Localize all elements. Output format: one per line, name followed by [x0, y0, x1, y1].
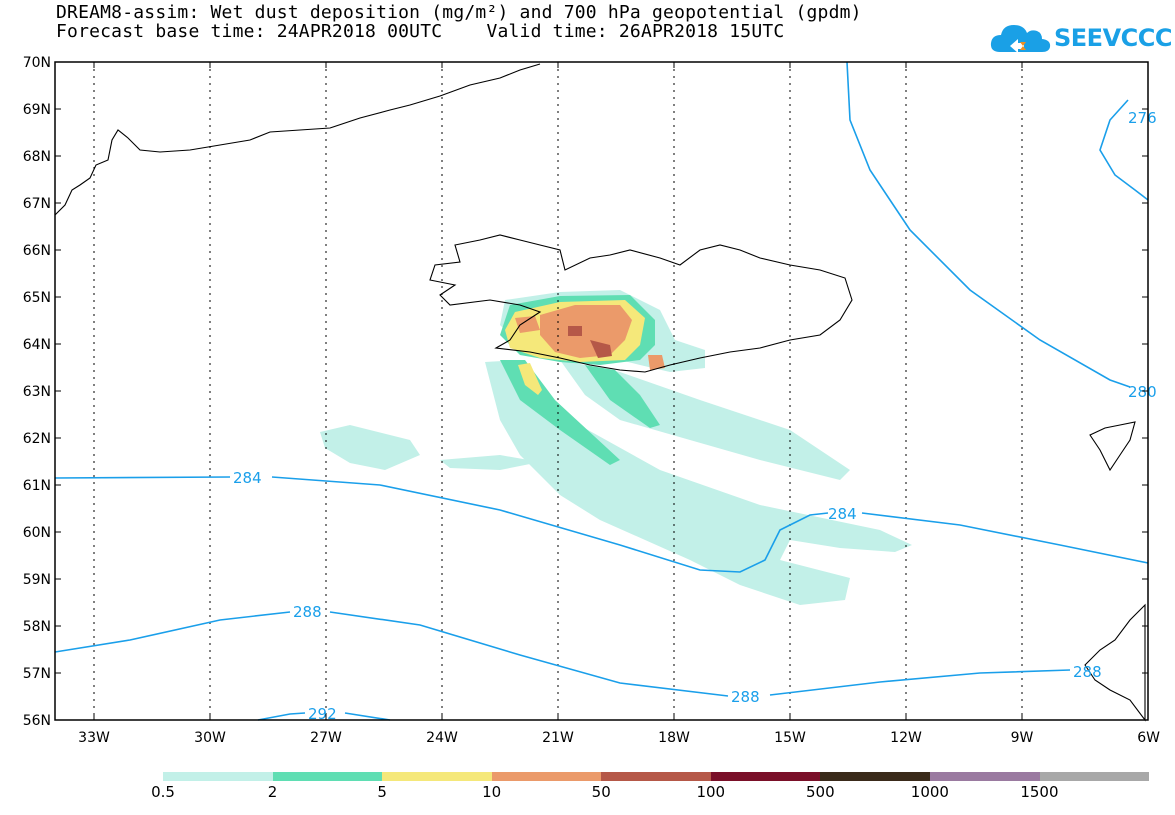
- lat-lon-grid: [93, 62, 1023, 720]
- legend-label: 1000: [910, 783, 949, 801]
- legend-swatch: [710, 772, 821, 781]
- contour-284: [271, 476, 829, 573]
- norway-coast: [1084, 603, 1146, 722]
- lon-label: 6W: [1137, 730, 1160, 746]
- lat-ticks: [55, 61, 1148, 721]
- lat-label: 64N: [23, 337, 51, 353]
- legend-label: 0.5: [151, 783, 175, 801]
- legend-label: 10: [482, 783, 502, 801]
- lat-label: 69N: [23, 102, 51, 118]
- contour-label: 288: [293, 603, 322, 621]
- lat-label: 67N: [23, 196, 51, 212]
- contour-labels: 284 284 288 288 288 292 280 276: [233, 109, 1157, 723]
- lat-label: 65N: [23, 290, 51, 306]
- contour-276: [1099, 99, 1149, 201]
- lon-label: 24W: [426, 730, 458, 746]
- seevccc-logo: SEEVCCC: [990, 20, 1173, 56]
- contour-label: 276: [1128, 109, 1157, 127]
- lat-label: 70N: [23, 55, 51, 71]
- lat-label: 66N: [23, 243, 51, 259]
- lat-label: 56N: [23, 713, 51, 729]
- contour-292: [344, 712, 391, 721]
- contour-label: 280: [1128, 383, 1157, 401]
- faroe-coast: [1089, 421, 1136, 472]
- logo-text: SEEVCCC: [1054, 24, 1173, 52]
- legend-swatch: [1039, 772, 1150, 781]
- legend-swatch: [163, 772, 273, 781]
- coastlines: [54, 63, 1146, 722]
- lat-label: 62N: [23, 431, 51, 447]
- legend-label: 1500: [1020, 783, 1059, 801]
- legend-label: 100: [696, 783, 726, 801]
- contour-292: [257, 712, 306, 721]
- dust-core-orange: [648, 355, 665, 370]
- legend-swatch: [272, 772, 383, 781]
- lon-label: 21W: [542, 730, 574, 746]
- legend-swatch: [491, 772, 602, 781]
- cloud-icon: [990, 25, 1051, 53]
- lat-label: 58N: [23, 619, 51, 635]
- lat-label: 57N: [23, 666, 51, 682]
- lon-label: 18W: [658, 730, 690, 746]
- lon-label: 30W: [194, 730, 226, 746]
- dust-streak-medium: [585, 365, 660, 428]
- contour-288: [329, 611, 729, 697]
- legend-label: 5: [377, 783, 387, 801]
- dust-plume-light: [440, 455, 540, 470]
- contour-label: 288: [731, 688, 760, 706]
- legend-swatch: [601, 772, 711, 781]
- contour-label: 284: [233, 469, 262, 487]
- lat-label: 61N: [23, 478, 51, 494]
- lat-label: 59N: [23, 572, 51, 588]
- contour-288: [54, 611, 291, 653]
- lon-label: 15W: [774, 730, 806, 746]
- iceland-coast: [429, 234, 853, 373]
- map-title: DREAM8-assim: Wet dust deposition (mg/m²…: [56, 2, 862, 23]
- lat-label: 60N: [23, 525, 51, 541]
- contour-label: 288: [1073, 663, 1102, 681]
- legend-label: 2: [267, 783, 278, 801]
- latitude-labels: 70N 69N 68N 67N 66N 65N 64N 63N 62N 61N 60N 59N 58N 5…: [23, 55, 51, 729]
- longitude-labels: 33W 30W 27W 24W 21W 18W 15W 12W 9W 6W: [78, 730, 1160, 746]
- legend-label: 50: [591, 783, 611, 801]
- map-subtitle: Forecast base time: 24APR2018 00UTC Vali…: [56, 21, 785, 42]
- lat-label: 63N: [23, 384, 51, 400]
- contour-288: [769, 669, 1071, 696]
- legend-swatch: [929, 772, 1040, 781]
- legend-swatch: [820, 772, 930, 781]
- lon-label: 27W: [310, 730, 342, 746]
- legend-swatch: [382, 772, 492, 781]
- contour-284: [861, 512, 1149, 564]
- geopotential-contours: [54, 61, 1149, 721]
- greenland-coast: [54, 63, 541, 216]
- lat-label: 68N: [23, 149, 51, 165]
- legend-label: 500: [806, 783, 835, 801]
- lon-label: 33W: [78, 730, 110, 746]
- dust-streak-yellow: [518, 363, 542, 395]
- color-legend: [163, 772, 1150, 781]
- dust-deposition-field: [320, 290, 912, 605]
- lon-ticks: [93, 62, 1149, 720]
- contour-label: 284: [828, 505, 857, 523]
- contour-284: [54, 476, 231, 479]
- dust-core-red: [568, 326, 582, 336]
- dust-plume-light: [320, 425, 420, 470]
- lon-label: 12W: [890, 730, 922, 746]
- contour-280: [846, 61, 1131, 388]
- contour-label: 292: [308, 705, 337, 723]
- dust-core-red: [590, 340, 612, 358]
- dust-core-orange: [515, 316, 540, 333]
- lon-label: 9W: [1011, 730, 1034, 746]
